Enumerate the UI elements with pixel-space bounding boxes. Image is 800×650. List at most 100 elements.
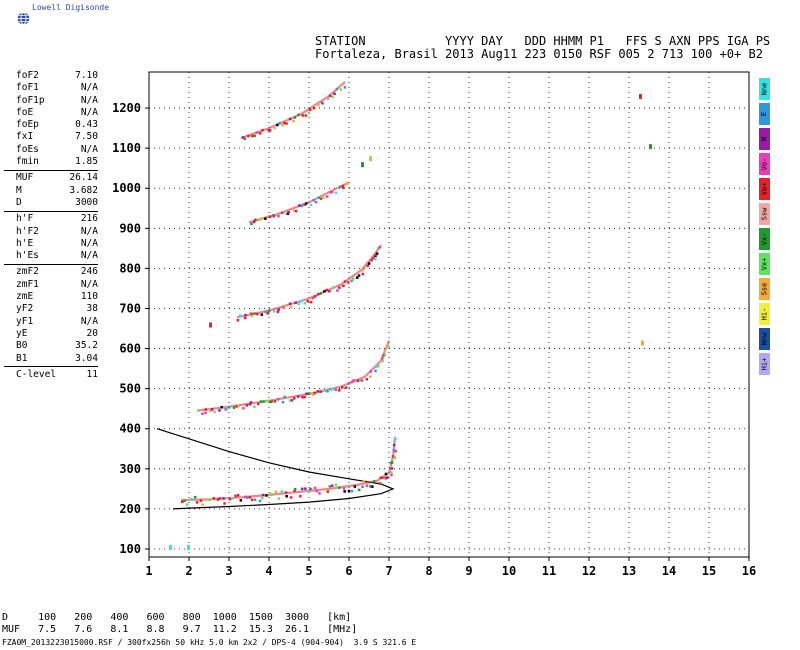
echo-point	[339, 88, 343, 91]
param-row: foF1p N/A	[2, 95, 98, 107]
legend-swatch: W	[759, 128, 770, 150]
echo-point	[295, 209, 298, 213]
echo-point	[361, 268, 365, 272]
echo-point	[281, 211, 284, 214]
param-label: B0	[16, 340, 28, 352]
echo-point	[235, 405, 238, 408]
echo-point	[326, 97, 330, 100]
echo-point	[313, 486, 317, 490]
param-row: MUF 26.14	[2, 172, 98, 184]
echo-point	[312, 393, 315, 396]
x-tick-label: 16	[742, 564, 756, 578]
polarization-legend: Nne E W Vo- Vo+ Ssw Vx- Vx+ Sse Hi- Nnw Hi+	[759, 78, 771, 378]
echo-point	[251, 134, 254, 138]
echo-point	[350, 380, 354, 384]
echo-point	[361, 162, 364, 168]
echo-point	[292, 119, 295, 123]
param-value: 0.43	[75, 119, 98, 131]
echo-point	[346, 182, 349, 186]
echo-point	[301, 487, 304, 491]
echo-point	[332, 286, 335, 289]
echo-point	[326, 390, 329, 393]
param-value: N/A	[80, 250, 98, 262]
y-tick-label: 800	[119, 261, 141, 275]
legend-label: W	[760, 136, 769, 142]
echo-point	[276, 123, 279, 127]
param-row: zmF2 246	[2, 266, 98, 278]
echo-point	[225, 407, 229, 410]
echo-point	[342, 284, 345, 288]
echo-point	[299, 495, 302, 498]
x-tick-label: 12	[582, 564, 596, 578]
echo-point	[347, 489, 351, 493]
echo-point	[316, 390, 320, 393]
echo-point	[278, 122, 281, 125]
echo-point	[210, 408, 214, 411]
echo-point	[201, 412, 204, 416]
echo-point	[309, 203, 313, 207]
param-row: h'F 216	[2, 213, 98, 225]
echo-point	[290, 399, 294, 402]
echo-point	[260, 313, 263, 316]
echo-point	[253, 312, 256, 315]
param-value: N/A	[80, 225, 98, 237]
echo-point	[277, 497, 281, 500]
echo-point	[374, 369, 377, 373]
param-label: zmF1	[16, 278, 39, 290]
y-tick-label: 600	[119, 342, 141, 356]
echo-point	[273, 400, 277, 403]
echo-point	[277, 215, 280, 218]
x-tick-label: 15	[702, 564, 716, 578]
y-tick-label: 1000	[112, 181, 141, 195]
x-tick-label: 1	[145, 564, 152, 578]
header-line-1: STATION YYYY DAY DDD HHMM P1 FFS S AXN P…	[315, 34, 771, 48]
echo-point	[342, 487, 346, 490]
echo-point	[282, 211, 286, 215]
echo-point	[232, 406, 236, 409]
echo-point	[313, 391, 317, 395]
echo-point	[394, 449, 397, 453]
param-value: 11	[86, 368, 98, 380]
param-value: 110	[80, 291, 98, 303]
echo-point	[220, 405, 223, 409]
echo-point	[258, 499, 262, 503]
echo-point	[218, 497, 221, 500]
echo-point	[350, 279, 353, 282]
echo-point	[390, 471, 393, 474]
echo-point	[300, 204, 303, 208]
legend-label: Hi+	[760, 357, 769, 371]
param-row: B1 3.04	[2, 353, 98, 365]
legend-label: Vx-	[760, 232, 769, 246]
echo-point	[262, 400, 265, 403]
echo-point	[641, 340, 644, 346]
echo-point	[325, 195, 329, 198]
echo-point	[283, 395, 286, 399]
echo-point	[365, 484, 369, 487]
echo-point	[319, 390, 322, 393]
x-tick-label: 5	[305, 564, 312, 578]
echo-point	[639, 94, 642, 100]
y-tick-label: 1200	[112, 101, 141, 115]
echo-point	[204, 411, 207, 414]
echo-point	[317, 104, 320, 107]
echo-point	[241, 136, 245, 139]
echo-point	[204, 408, 207, 411]
param-row: D 3000	[2, 197, 98, 209]
y-tick-label: 300	[119, 462, 141, 476]
param-row: foF2 7.10	[2, 70, 98, 82]
logo-text: Lowell Digisonde	[32, 3, 110, 12]
echo-point	[266, 312, 270, 315]
echo-point	[338, 185, 342, 189]
echo-point	[356, 276, 359, 279]
echo-point	[341, 386, 344, 389]
param-label: M	[16, 184, 22, 196]
param-value: N/A	[80, 106, 98, 118]
echo-point	[361, 272, 365, 276]
echo-point	[391, 455, 395, 458]
globe-icon	[17, 12, 30, 25]
echo-point	[338, 389, 341, 392]
echo-point	[252, 220, 256, 224]
x-tick-label: 3	[225, 564, 232, 578]
echo-point	[356, 379, 360, 382]
